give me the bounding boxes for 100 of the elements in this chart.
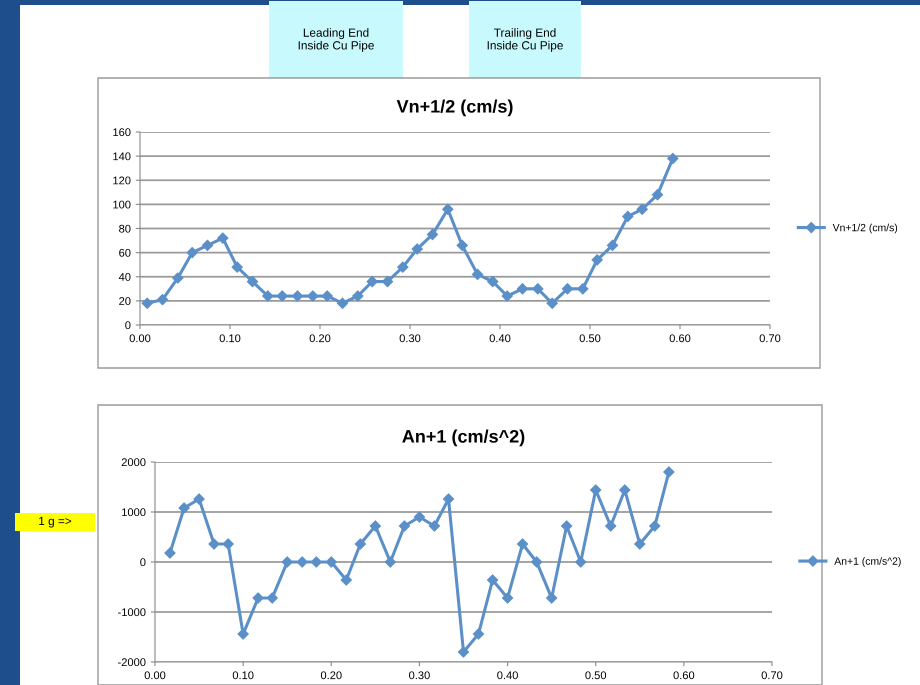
text: Trailing End Inside Cu Pipe <box>488 28 563 52</box>
point <box>458 646 470 658</box>
chart-title: An+1 (cm/s^2) <box>402 429 524 446</box>
y-tick-label: 160 <box>113 128 131 136</box>
point <box>398 520 410 532</box>
point <box>516 283 528 294</box>
x-tick-label: 0.20 <box>310 334 330 342</box>
point <box>326 556 337 568</box>
point <box>663 466 674 478</box>
point <box>546 592 558 604</box>
x-tick-label: 0.30 <box>400 334 420 342</box>
text: 1 g => <box>39 516 72 528</box>
point <box>172 272 184 284</box>
point <box>292 290 304 302</box>
x-tick-label: 0.10 <box>232 671 254 680</box>
y-tick-label: 20 <box>119 297 131 306</box>
point <box>246 276 258 288</box>
point <box>397 261 408 273</box>
x-tick-label: 0.30 <box>409 671 430 680</box>
point <box>562 283 574 294</box>
point <box>276 290 288 302</box>
point <box>575 556 586 568</box>
point <box>487 276 498 288</box>
point <box>516 538 528 550</box>
point <box>262 290 274 302</box>
point <box>266 592 278 604</box>
point <box>622 210 634 222</box>
y-tick-label: 1000 <box>122 508 146 516</box>
point <box>472 628 484 640</box>
point <box>619 484 630 496</box>
y-tick-label: -1000 <box>118 608 146 616</box>
point <box>307 290 318 302</box>
y-tick-label: -2000 <box>118 658 146 666</box>
point <box>222 538 234 550</box>
point <box>193 493 205 505</box>
chart-title: Vn+1/2 (cm/s) <box>396 99 513 116</box>
point <box>605 520 616 532</box>
point <box>636 204 648 215</box>
x-tick-label: 0.20 <box>320 671 342 680</box>
y-tick-label: 60 <box>119 248 131 257</box>
y-tick-label: 80 <box>119 224 131 233</box>
point <box>652 189 664 200</box>
x-tick-label: 0.70 <box>760 334 780 342</box>
point <box>546 298 558 309</box>
x-tick-label: 0.60 <box>673 671 694 680</box>
x-tick-label: 0.40 <box>497 671 518 680</box>
point <box>532 283 544 294</box>
point <box>472 268 484 280</box>
point <box>186 247 198 258</box>
point <box>592 254 603 266</box>
point <box>414 511 426 523</box>
point <box>217 232 228 244</box>
point <box>282 556 293 568</box>
x-tick-label: 0.00 <box>144 671 166 680</box>
point <box>322 290 333 302</box>
point <box>232 261 243 273</box>
point <box>502 290 513 302</box>
point <box>384 556 396 568</box>
point <box>178 502 190 514</box>
point <box>354 538 366 550</box>
point <box>442 204 454 215</box>
point <box>412 243 423 255</box>
text: Leading End Inside Cu Pipe <box>298 28 374 52</box>
legend-label: An+1 (cm/s^2) <box>834 557 901 567</box>
point <box>352 290 364 302</box>
point <box>366 276 378 288</box>
point <box>164 547 176 559</box>
point <box>667 152 678 164</box>
y-tick-label: 120 <box>113 176 131 184</box>
point <box>156 294 168 306</box>
x-tick-label: 0.60 <box>670 334 690 342</box>
point <box>296 556 308 568</box>
point <box>336 298 348 309</box>
point <box>428 520 440 532</box>
point <box>649 520 660 532</box>
legend-label: Vn+1/2 (cm/s) <box>832 224 898 234</box>
y-tick-label: 2000 <box>122 458 146 466</box>
x-tick-label: 0.50 <box>580 334 600 342</box>
point <box>531 556 542 568</box>
point <box>310 556 322 568</box>
x-tick-label: 0.50 <box>585 671 606 680</box>
point <box>370 520 381 532</box>
point <box>486 574 498 586</box>
y-tick-label: 140 <box>113 152 131 160</box>
y-tick-label: 100 <box>113 200 131 209</box>
point <box>208 538 220 550</box>
point <box>382 276 394 288</box>
point <box>502 592 514 604</box>
point <box>252 592 264 604</box>
point <box>426 228 438 240</box>
y-tick-label: 0 <box>140 558 146 566</box>
x-tick-label: 0.00 <box>130 334 150 342</box>
y-tick-label: 0 <box>125 321 131 330</box>
point <box>202 240 214 251</box>
point <box>634 538 646 550</box>
point <box>577 283 588 294</box>
point <box>606 240 618 251</box>
point <box>142 298 153 309</box>
point <box>456 240 468 251</box>
x-tick-label: 0.10 <box>220 334 240 342</box>
